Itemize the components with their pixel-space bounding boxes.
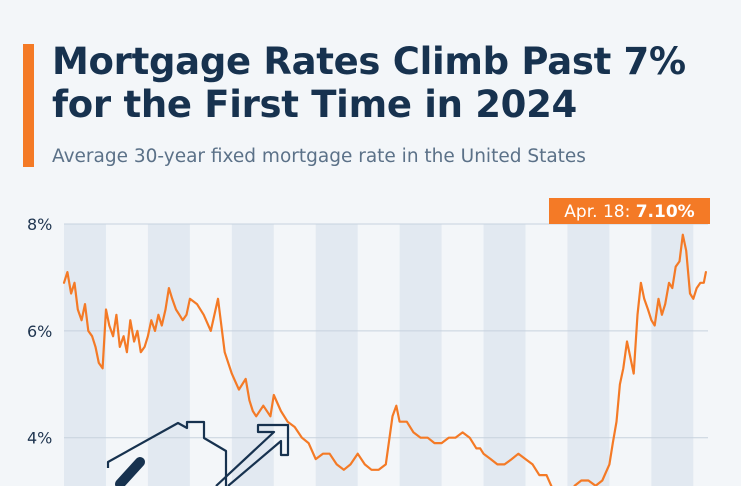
- year-band: [315, 224, 358, 486]
- chart-subtitle: Average 30-year fixed mortgage rate in t…: [52, 146, 586, 167]
- callout-label: Apr. 18:: [564, 202, 630, 222]
- series-line: [62, 233, 707, 486]
- year-band: [483, 224, 526, 486]
- y-tick-label: 4%: [27, 429, 52, 448]
- year-band: [231, 224, 274, 486]
- rising-arrow-icon: [215, 423, 290, 486]
- year-bands: [64, 224, 694, 486]
- house-outline-icon: [106, 420, 228, 486]
- year-band: [399, 224, 442, 486]
- year-band: [651, 224, 694, 486]
- callout-box: [549, 198, 710, 224]
- y-axis: 8% 6% 4%: [27, 215, 52, 448]
- y-tick-label: 6%: [27, 322, 52, 341]
- percent-icon: [115, 457, 145, 486]
- chart-title: Mortgage Rates Climb Past 7% for the Fir…: [52, 40, 732, 126]
- callout-text: Apr. 18: 7.10%: [564, 202, 694, 222]
- callout-value: 7.10%: [636, 202, 695, 222]
- year-band: [147, 224, 190, 486]
- chart-title-line-1: Mortgage Rates Climb Past 7%: [52, 40, 686, 83]
- chart-title-line-2: for the First Time in 2024: [52, 83, 577, 126]
- year-band: [567, 224, 610, 486]
- year-band: [64, 224, 106, 486]
- house-graphic: [106, 420, 290, 486]
- y-tick-label: 8%: [27, 215, 52, 234]
- callout: Apr. 18: 7.10%: [549, 198, 710, 224]
- title-accent-bar: [23, 44, 34, 167]
